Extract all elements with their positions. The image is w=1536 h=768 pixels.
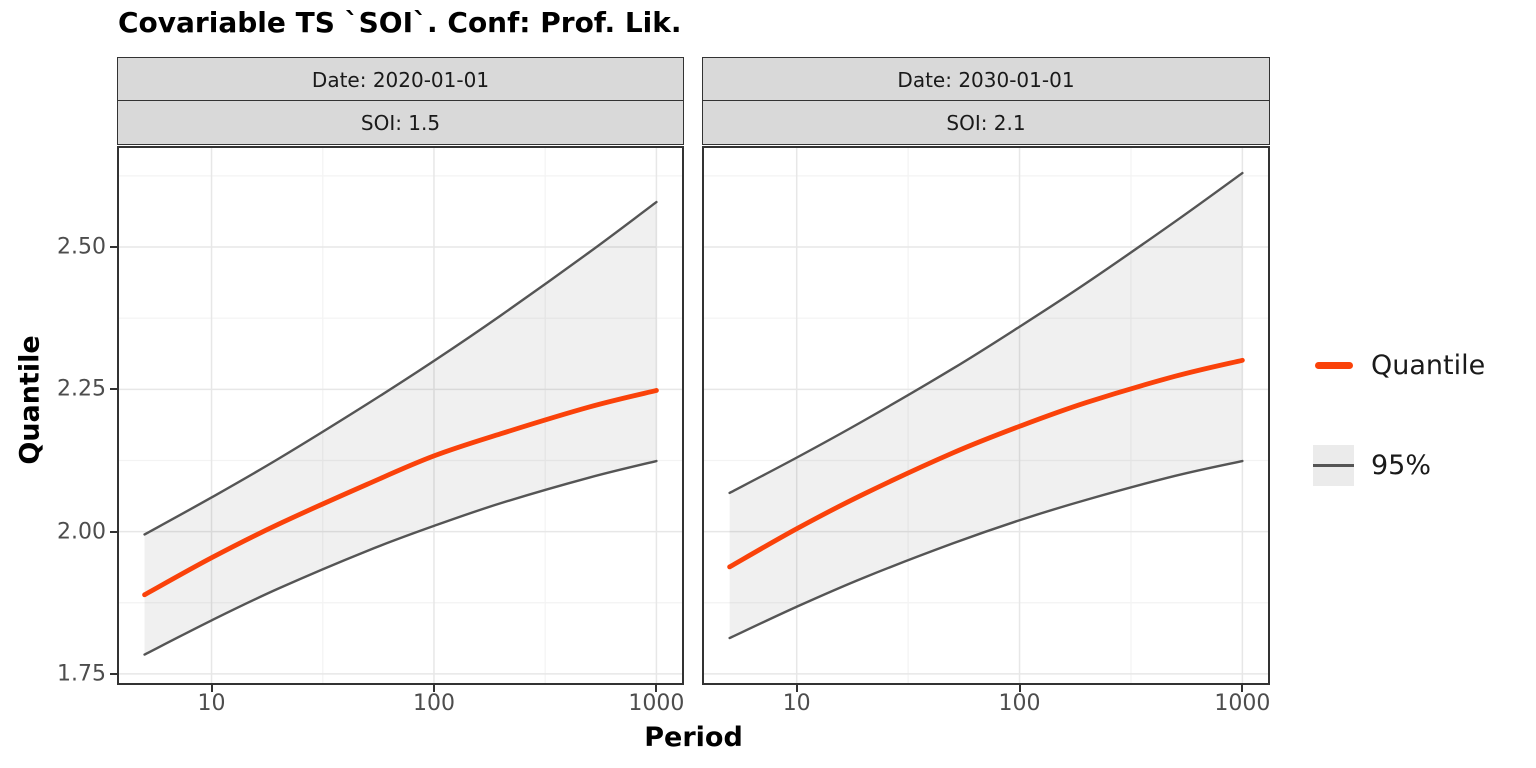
x-tick-mark	[1241, 685, 1244, 692]
ci-upper-line	[728, 171, 1244, 495]
legend-label-quantile: Quantile	[1371, 350, 1486, 381]
quantile-line	[142, 388, 659, 598]
legend-key-95-line	[1313, 464, 1354, 467]
facet-strip-date-left: Date: 2020-01-01	[117, 57, 684, 102]
x-tick-mark	[655, 685, 658, 692]
page-title: Covariable TS `SOI`. Conf: Prof. Lik.	[118, 6, 682, 39]
x-tick-label: 100	[412, 691, 455, 716]
facet-strip-date-right: Date: 2030-01-01	[702, 57, 1270, 102]
quantile-line	[727, 357, 1245, 570]
facet-strip-soi-left: SOI: 1.5	[117, 100, 684, 145]
x-tick-label: 1000	[1214, 691, 1271, 716]
x-axis-title: Period	[644, 722, 743, 753]
y-tick-mark	[110, 530, 117, 533]
x-tick-mark	[795, 685, 798, 692]
confidence-ribbon	[144, 202, 657, 655]
legend-label-95: 95%	[1371, 450, 1432, 481]
y-tick-mark	[110, 388, 117, 391]
x-tick-mark	[1018, 685, 1021, 692]
facet-strip-soi-right: SOI: 2.1	[702, 100, 1270, 145]
x-tick-label: 100	[998, 691, 1041, 716]
ci-lower-line	[728, 459, 1244, 640]
y-tick-label: 2.25	[57, 376, 106, 402]
panel-plot-svg	[704, 148, 1268, 683]
y-axis-title: Quantile	[14, 335, 46, 465]
x-tick-mark	[432, 685, 435, 692]
y-tick-mark	[110, 672, 117, 675]
y-tick-mark	[110, 246, 117, 249]
y-tick-label: 2.00	[57, 519, 106, 545]
panel-plot-svg	[119, 148, 682, 683]
legend-key-quantile-line	[1315, 362, 1353, 369]
plot-panel-right	[702, 146, 1270, 685]
x-tick-label: 10	[782, 691, 811, 716]
x-tick-mark	[210, 685, 213, 692]
plot-panel-left	[117, 146, 684, 685]
ci-upper-line	[143, 200, 658, 536]
y-tick-label: 1.75	[57, 661, 106, 687]
ci-lower-line	[143, 459, 658, 656]
confidence-ribbon	[729, 173, 1243, 639]
y-tick-label: 2.50	[57, 234, 106, 260]
x-tick-label: 10	[197, 691, 226, 716]
x-tick-label: 1000	[628, 691, 685, 716]
